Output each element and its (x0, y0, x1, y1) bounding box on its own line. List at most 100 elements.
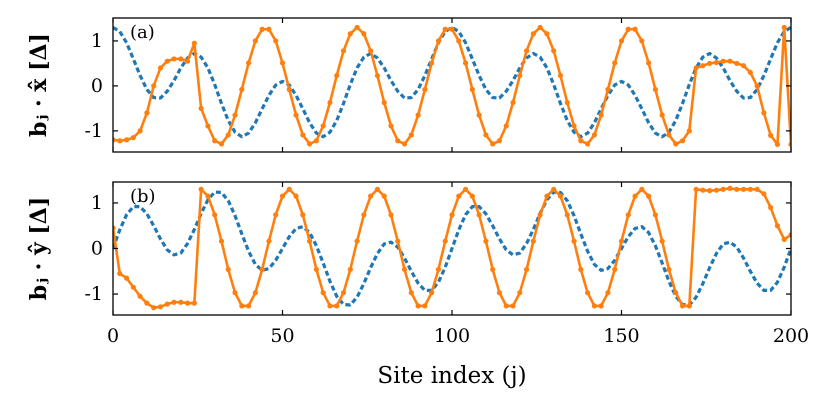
marker (618, 38, 625, 44)
marker (151, 83, 157, 89)
marker (381, 99, 387, 106)
marker (259, 26, 265, 32)
marker (490, 141, 496, 147)
marker (117, 270, 123, 277)
marker (415, 112, 421, 118)
marker (212, 138, 218, 144)
marker (496, 290, 503, 296)
marker (347, 266, 353, 273)
marker (781, 236, 787, 242)
marker (123, 137, 130, 143)
marker (171, 56, 177, 62)
plot-area (113, 185, 791, 311)
marker (395, 138, 401, 144)
marker (198, 186, 204, 192)
marker (279, 193, 286, 199)
marker (225, 132, 231, 138)
series-line (113, 25, 791, 139)
marker (727, 58, 733, 64)
marker (212, 212, 218, 218)
marker (639, 186, 645, 192)
marker (605, 86, 611, 93)
marker (585, 290, 591, 296)
marker (646, 60, 652, 66)
x-tick-label: 200 (773, 325, 809, 347)
marker (259, 266, 265, 273)
y-tick-label: -1 (84, 283, 103, 305)
marker (273, 38, 279, 44)
panel-label: (b) (130, 186, 156, 207)
marker (734, 60, 740, 67)
marker (523, 266, 530, 273)
y-axis-label: bⱼ · x̂ [Δ] (26, 33, 52, 137)
marker (435, 266, 442, 273)
marker (456, 38, 462, 44)
x-tick-label: 100 (434, 325, 470, 347)
plot-area (113, 24, 791, 147)
marker (388, 212, 394, 218)
marker (205, 123, 211, 129)
marker (320, 290, 326, 296)
marker (157, 65, 164, 71)
marker (476, 112, 482, 118)
marker (130, 135, 136, 141)
marker (300, 132, 306, 138)
marker (740, 63, 747, 69)
marker (496, 138, 503, 144)
marker (639, 38, 645, 44)
marker (205, 193, 211, 199)
marker (334, 303, 340, 309)
marker (625, 212, 631, 218)
marker (625, 26, 631, 32)
marker (340, 48, 347, 54)
marker (768, 132, 774, 138)
marker (374, 72, 381, 79)
marker (286, 86, 292, 93)
marker (517, 72, 523, 79)
marker (476, 212, 482, 218)
marker (184, 300, 191, 306)
marker (144, 110, 150, 116)
y-tick-label: 1 (91, 30, 103, 52)
marker (557, 193, 564, 199)
marker (449, 212, 455, 218)
marker (564, 99, 570, 106)
marker (164, 58, 170, 64)
marker (442, 26, 448, 32)
marker (279, 60, 286, 66)
marker (347, 31, 353, 37)
marker (781, 24, 787, 31)
marker (510, 303, 516, 309)
marker (368, 193, 374, 199)
marker (137, 293, 143, 299)
marker (266, 26, 272, 32)
marker (578, 138, 584, 144)
marker (646, 193, 652, 199)
marker (191, 40, 197, 46)
marker (483, 238, 489, 244)
marker (232, 112, 238, 118)
marker (415, 303, 421, 309)
marker (605, 290, 611, 296)
marker (503, 303, 509, 309)
marker (727, 185, 733, 191)
marker (246, 303, 252, 309)
marker (178, 299, 184, 305)
y-tick-label: -1 (84, 120, 103, 142)
marker (151, 305, 157, 311)
marker (483, 132, 489, 138)
marker (632, 193, 638, 199)
marker (585, 141, 591, 147)
marker (659, 238, 665, 244)
marker (218, 141, 225, 147)
marker (144, 300, 150, 306)
y-tick-label: 0 (91, 238, 103, 260)
marker (401, 141, 408, 147)
marker (388, 123, 394, 129)
marker (313, 138, 319, 144)
marker (700, 63, 706, 69)
marker (178, 56, 184, 62)
marker (184, 58, 191, 64)
